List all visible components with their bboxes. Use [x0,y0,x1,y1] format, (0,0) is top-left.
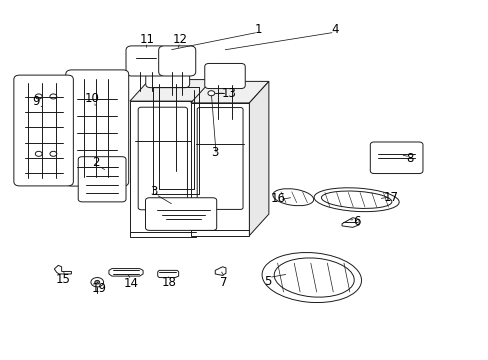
Text: 11: 11 [139,33,154,46]
FancyBboxPatch shape [78,157,126,202]
Text: 4: 4 [330,23,338,36]
FancyBboxPatch shape [369,142,422,174]
Text: 15: 15 [56,273,70,286]
FancyBboxPatch shape [158,46,195,76]
Polygon shape [158,270,178,278]
Text: 17: 17 [383,191,397,204]
Polygon shape [249,81,268,235]
Circle shape [95,280,100,284]
Text: 6: 6 [352,215,360,228]
Polygon shape [130,101,195,237]
Polygon shape [195,80,215,237]
Polygon shape [190,103,249,235]
Ellipse shape [272,189,313,206]
Text: 19: 19 [92,282,106,295]
Circle shape [35,151,42,156]
Text: 2: 2 [92,156,100,169]
Ellipse shape [274,258,353,297]
Text: 18: 18 [161,276,176,289]
Ellipse shape [321,191,391,208]
Text: 12: 12 [172,33,187,46]
Circle shape [91,278,103,287]
Ellipse shape [313,188,398,212]
Circle shape [35,94,42,99]
Circle shape [50,94,57,99]
Text: 3: 3 [150,185,158,198]
FancyBboxPatch shape [138,107,187,210]
FancyBboxPatch shape [66,70,128,186]
Polygon shape [341,218,358,227]
Polygon shape [215,267,225,275]
FancyBboxPatch shape [126,46,165,76]
Circle shape [207,91,214,96]
FancyBboxPatch shape [145,198,216,230]
Text: 1: 1 [254,23,262,36]
Text: 10: 10 [85,92,100,105]
Text: 13: 13 [221,87,236,100]
Polygon shape [54,265,71,274]
Text: 14: 14 [123,277,139,290]
FancyBboxPatch shape [145,61,189,87]
Circle shape [50,151,57,156]
FancyBboxPatch shape [14,75,73,186]
FancyBboxPatch shape [204,63,244,89]
Polygon shape [109,269,143,276]
Text: 8: 8 [406,152,413,165]
Text: 7: 7 [220,276,227,289]
FancyBboxPatch shape [197,108,243,210]
Polygon shape [130,80,215,101]
Ellipse shape [262,252,361,302]
Text: 9: 9 [32,95,40,108]
Text: 16: 16 [270,192,285,205]
Polygon shape [190,81,268,103]
Text: 3: 3 [211,145,219,158]
Text: 5: 5 [264,275,271,288]
